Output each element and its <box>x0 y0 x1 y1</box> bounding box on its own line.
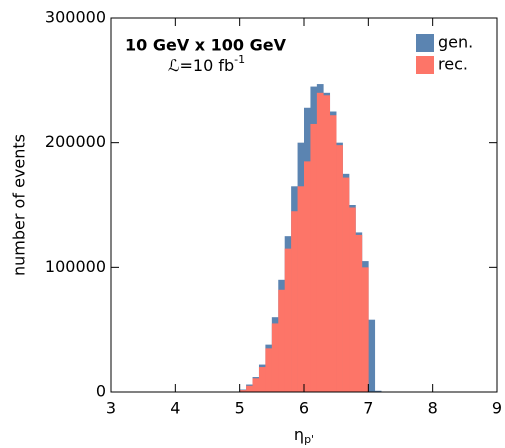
histogram-bar <box>258 367 266 392</box>
legend-label: rec. <box>438 55 468 74</box>
histogram-bar <box>349 207 356 392</box>
lumi-sup: -1 <box>234 53 245 66</box>
y-tick-label: 100000 <box>45 257 106 276</box>
x-tick-label: 8 <box>428 399 438 418</box>
histogram-bar <box>361 267 369 392</box>
lumi: ℒ=10 fb-1 <box>168 53 245 75</box>
histogram-bar <box>304 161 311 392</box>
x-tick-label: 5 <box>235 399 245 418</box>
histogram-bar <box>342 177 350 392</box>
x-tick-label: 4 <box>170 399 180 418</box>
histogram-bar <box>291 211 298 392</box>
histogram-bar <box>297 186 305 392</box>
y-tick-label: 300000 <box>45 8 106 27</box>
x-label-sub: p' <box>304 433 314 446</box>
lumi-text: ℒ=10 fb <box>168 56 234 75</box>
legend-swatch <box>416 56 434 74</box>
histogram-bar <box>271 323 279 392</box>
x-tick-label: 9 <box>492 399 502 418</box>
histogram-bar <box>329 115 337 393</box>
legend-label: gen. <box>438 33 473 52</box>
x-tick-label: 6 <box>299 399 309 418</box>
legend-swatch <box>416 34 434 52</box>
histogram-bar <box>310 123 318 392</box>
histogram-bar <box>239 390 247 392</box>
histogram-bar <box>355 234 363 392</box>
y-tick-label: 200000 <box>45 132 106 151</box>
x-label-main: η <box>294 425 304 444</box>
histogram-bar <box>316 92 324 393</box>
histogram-bar <box>278 289 285 392</box>
x-label: ηp' <box>294 425 314 447</box>
y-label: number of events <box>10 134 29 276</box>
histogram-bar <box>265 348 273 392</box>
histogram-bar <box>323 95 331 392</box>
annotation: 10 GeV x 100 GeV <box>125 36 287 55</box>
histogram-bar <box>246 385 253 392</box>
x-tick-label: 3 <box>106 399 116 418</box>
x-tick-label: 7 <box>363 399 373 418</box>
histogram-bar <box>336 145 343 392</box>
y-tick-label: 0 <box>96 382 106 401</box>
histogram-bar <box>374 390 382 392</box>
histogram-bar <box>368 319 376 392</box>
histogram-bar <box>252 378 260 392</box>
histogram-bar <box>284 248 292 392</box>
